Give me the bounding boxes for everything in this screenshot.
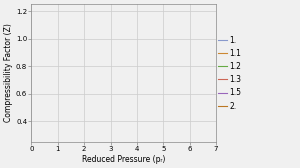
X-axis label: Reduced Pressure (pᵣ): Reduced Pressure (pᵣ) <box>82 155 165 164</box>
1.1 <box>30 38 33 40</box>
1.5 <box>30 38 33 40</box>
1.2 <box>30 38 33 40</box>
Legend: 1., 1.1, 1.2, 1.3, 1.5, 2.: 1., 1.1, 1.2, 1.3, 1.5, 2. <box>218 35 242 111</box>
2. <box>30 38 33 40</box>
1.3 <box>30 38 33 40</box>
Y-axis label: Compressibility Factor (Z): Compressibility Factor (Z) <box>4 24 13 122</box>
